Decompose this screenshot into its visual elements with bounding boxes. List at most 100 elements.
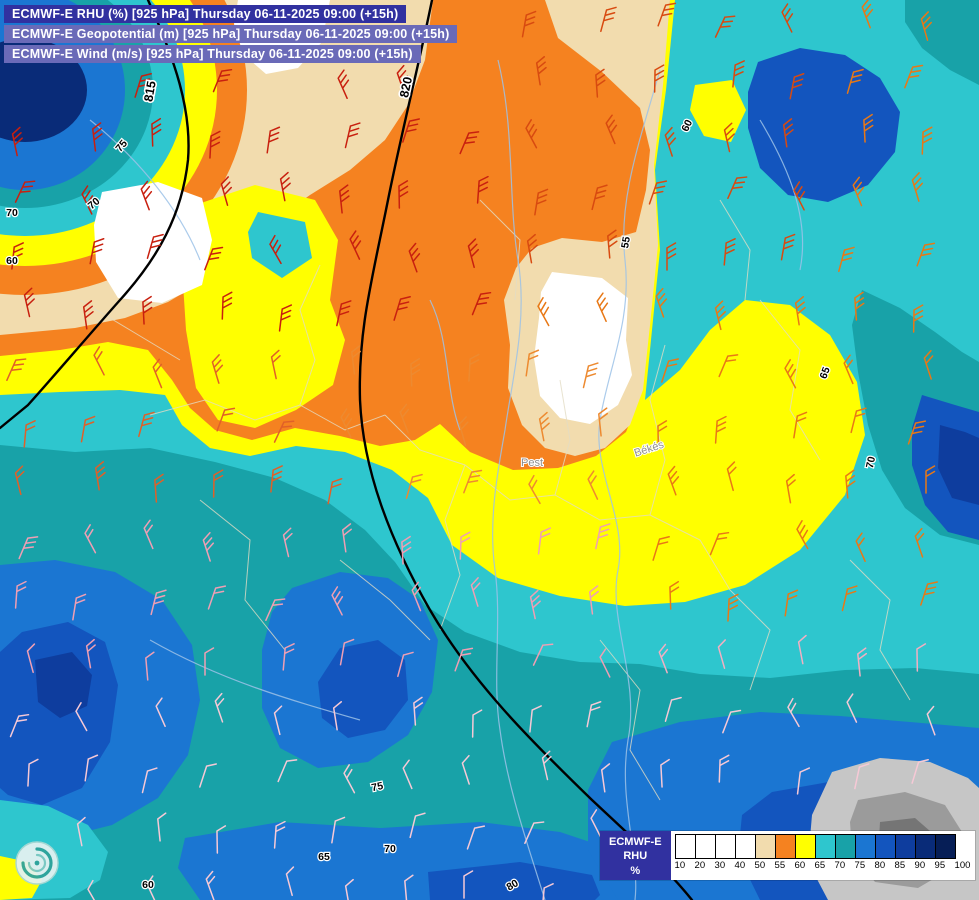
- wind-barb: [76, 816, 86, 847]
- wind-barb: [846, 693, 858, 723]
- rhu-contour-label: 65: [318, 851, 330, 863]
- wind-barb: [327, 478, 343, 505]
- wind-barb: [841, 585, 858, 612]
- wind-barb: [911, 759, 929, 784]
- wind-barb: [916, 242, 936, 267]
- wind-barb: [667, 465, 680, 496]
- wind-barb: [793, 181, 806, 211]
- rhu-contour-label: 75: [370, 780, 384, 794]
- legend-value: 40: [734, 860, 746, 871]
- wind-barb: [784, 589, 799, 617]
- wind-barb: [408, 242, 421, 273]
- legend-swatch-6: [794, 834, 816, 859]
- wind-barb: [18, 536, 39, 560]
- wind-barb: [926, 705, 936, 736]
- legend-swatch-5: [774, 834, 796, 859]
- rhu-region-teal-ne-corner: [905, 0, 979, 85]
- wind-barb: [723, 122, 735, 153]
- legend-value: 60: [794, 860, 806, 871]
- wind-barb: [152, 358, 163, 389]
- wind-barb: [861, 0, 874, 29]
- rhu-region-blue-ne-patch: [748, 48, 900, 202]
- wind-barb: [723, 238, 736, 266]
- wind-barb: [535, 56, 547, 86]
- wind-barb: [664, 696, 682, 722]
- wind-barb: [199, 763, 217, 788]
- legend-swatch-0: [674, 834, 696, 859]
- wind-barb: [660, 758, 670, 788]
- wind-barb: [343, 764, 356, 794]
- wind-barb: [529, 589, 541, 620]
- wind-barb: [221, 291, 233, 320]
- wind-barb: [402, 118, 420, 143]
- wind-barb: [278, 304, 293, 332]
- legend-value: 85: [894, 860, 906, 871]
- wind-barb: [471, 291, 492, 316]
- wind-barb: [84, 754, 99, 782]
- wind-barb: [146, 875, 158, 900]
- legend-value: 95: [934, 860, 946, 871]
- legend-values: 10 20 30 40 50 55 60 65 70 75 80 85 90 95 100: [675, 860, 971, 872]
- legend-swatch-1: [694, 834, 716, 859]
- wind-barb: [789, 73, 805, 100]
- legend-swatch-13: [934, 834, 956, 859]
- wind-barb: [923, 349, 934, 380]
- wind-barb: [521, 10, 537, 38]
- wind-barb: [794, 296, 806, 326]
- wind-barb: [397, 651, 414, 678]
- wind-barb: [204, 647, 215, 676]
- wind-barb: [150, 589, 167, 616]
- legend-title: ECMWF-E RHU %: [600, 831, 671, 880]
- wind-barb: [781, 3, 794, 33]
- wind-barb: [212, 469, 224, 498]
- geopotential-label: 820: [397, 75, 415, 98]
- wind-barb: [666, 242, 677, 271]
- wind-barb: [785, 473, 796, 504]
- wind-barb: [204, 246, 224, 271]
- wind-barb: [787, 697, 800, 728]
- wind-barb: [595, 523, 611, 550]
- wind-barb: [537, 527, 552, 555]
- spiral-logo-icon: [15, 841, 59, 885]
- wind-barb: [94, 461, 106, 491]
- wind-barb: [582, 362, 599, 389]
- wind-barb: [270, 465, 283, 493]
- legend-title-param: RHU: [623, 850, 648, 863]
- wind-barb: [331, 816, 346, 844]
- wind-barb: [657, 420, 668, 449]
- wind-barb: [399, 403, 410, 434]
- legend-value: 20: [694, 860, 706, 871]
- wind-barb: [273, 705, 283, 736]
- wind-barb: [838, 246, 855, 273]
- wind-barb: [854, 763, 870, 790]
- wind-barb: [714, 15, 736, 38]
- wind-barb: [85, 638, 96, 669]
- wind-barb: [14, 180, 36, 203]
- wind-barb: [587, 470, 599, 500]
- wind-barb: [458, 416, 469, 446]
- wind-barb: [393, 296, 411, 321]
- wind-barb: [727, 176, 748, 200]
- legend-value: 70: [834, 860, 846, 871]
- title-rhu: ECMWF-E RHU (%) [925 hPa] Thursday 06-11…: [4, 5, 407, 23]
- wind-barb: [265, 598, 286, 622]
- legend-value: 100: [954, 860, 971, 871]
- wind-barb: [349, 230, 362, 260]
- wind-barb: [648, 180, 668, 205]
- wind-barb: [87, 879, 100, 900]
- wind-barb: [454, 647, 474, 672]
- wind-barb: [14, 465, 25, 496]
- wind-barb: [214, 692, 225, 723]
- wind-barb: [23, 420, 36, 448]
- wind-barb: [205, 870, 216, 900]
- rhu-ring-navy-core-nw: [0, 38, 87, 142]
- wind-barb: [211, 354, 224, 384]
- wind-barb: [589, 585, 600, 615]
- wind-barb: [138, 411, 155, 438]
- wind-barb: [534, 188, 549, 216]
- wind-barb: [471, 709, 483, 738]
- wind-barb: [912, 304, 924, 333]
- wind-barb: [541, 750, 552, 781]
